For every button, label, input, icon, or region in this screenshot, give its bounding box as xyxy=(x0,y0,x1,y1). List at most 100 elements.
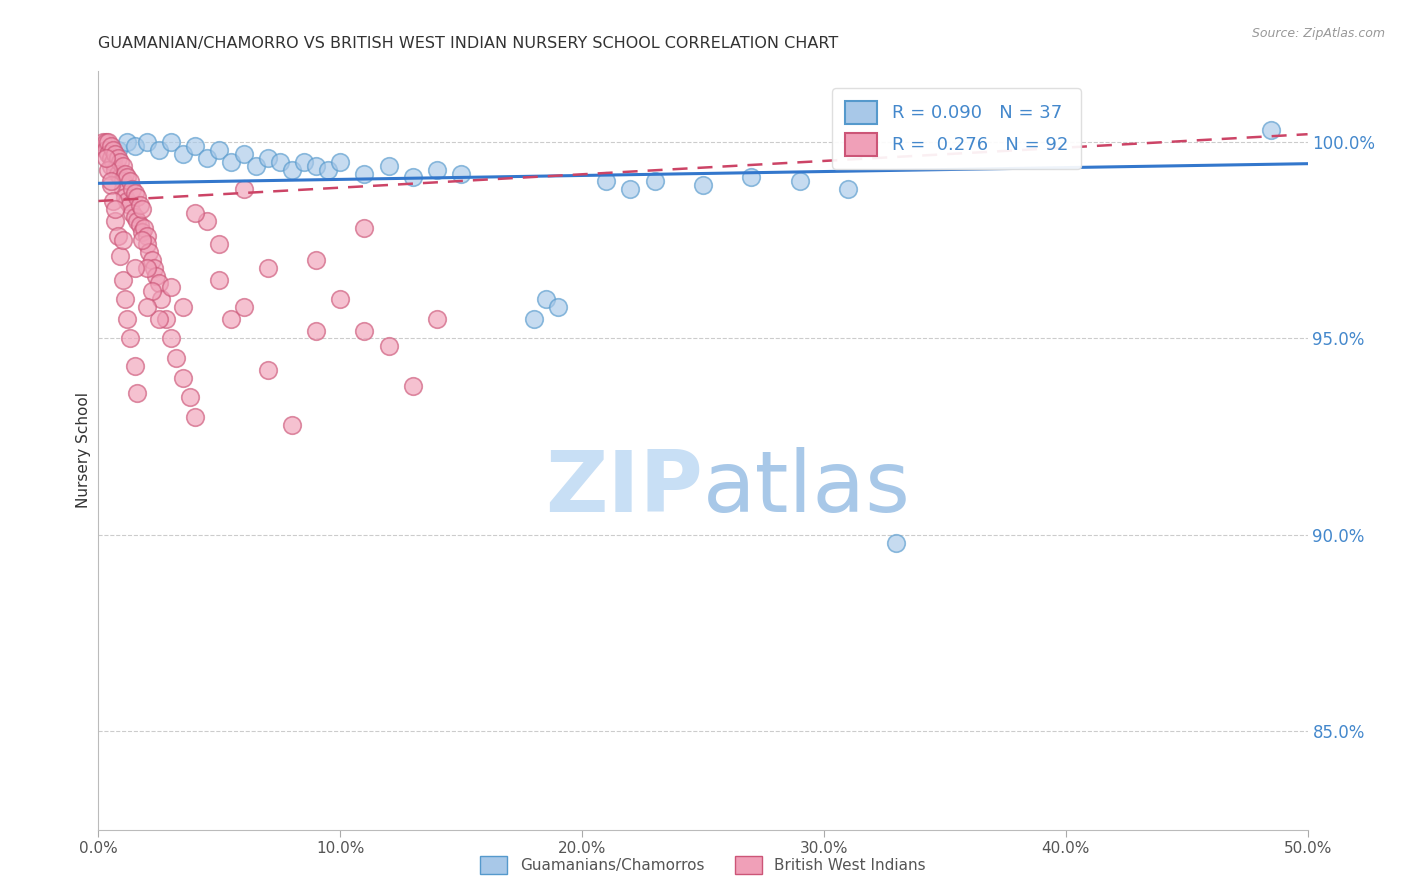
Point xyxy=(101,143,124,157)
Point xyxy=(148,311,170,326)
Text: ZIP: ZIP xyxy=(546,447,703,530)
Point xyxy=(184,206,207,220)
Point xyxy=(221,154,243,169)
Point xyxy=(104,202,127,216)
Point xyxy=(256,363,278,377)
Point xyxy=(97,135,120,149)
Point xyxy=(256,260,278,275)
Point xyxy=(107,167,129,181)
Point xyxy=(377,159,399,173)
Point xyxy=(97,162,120,177)
Point xyxy=(305,324,328,338)
Point xyxy=(145,268,167,283)
Point xyxy=(148,143,170,157)
Point xyxy=(281,417,304,432)
Point xyxy=(740,170,762,185)
Point xyxy=(111,233,134,247)
Point xyxy=(141,252,163,267)
Point xyxy=(789,174,811,188)
Point xyxy=(353,221,375,235)
Point xyxy=(160,135,183,149)
Point xyxy=(692,178,714,193)
Point xyxy=(135,135,157,149)
Point xyxy=(232,300,254,314)
Point xyxy=(305,159,328,173)
Point xyxy=(184,139,207,153)
Point xyxy=(135,229,157,244)
Point xyxy=(135,260,157,275)
Point xyxy=(108,249,131,263)
Point xyxy=(117,135,139,149)
Point xyxy=(245,159,267,173)
Point xyxy=(114,292,136,306)
Point xyxy=(165,351,187,366)
Text: Source: ZipAtlas.com: Source: ZipAtlas.com xyxy=(1251,27,1385,40)
Point xyxy=(292,154,315,169)
Point xyxy=(221,311,243,326)
Point xyxy=(619,182,641,196)
Point xyxy=(184,410,207,425)
Point xyxy=(100,139,122,153)
Point xyxy=(111,182,134,196)
Point xyxy=(108,170,131,185)
Point xyxy=(135,237,157,252)
Point xyxy=(534,292,557,306)
Point xyxy=(127,213,149,227)
Point xyxy=(94,143,117,157)
Point xyxy=(111,174,134,188)
Point xyxy=(114,190,136,204)
Point xyxy=(107,229,129,244)
Point xyxy=(232,182,254,196)
Point xyxy=(547,300,569,314)
Point xyxy=(100,159,122,173)
Point xyxy=(100,174,122,188)
Point xyxy=(837,182,859,196)
Point xyxy=(377,339,399,353)
Point xyxy=(886,535,908,549)
Point xyxy=(195,213,218,227)
Point xyxy=(100,178,122,193)
Point xyxy=(107,143,129,157)
Point xyxy=(128,218,150,232)
Point xyxy=(305,252,328,267)
Point xyxy=(104,162,127,177)
Point xyxy=(143,260,166,275)
Point xyxy=(208,237,231,252)
Point xyxy=(101,154,124,169)
Point xyxy=(131,202,153,216)
Point xyxy=(523,311,546,326)
Point xyxy=(127,190,149,204)
Point xyxy=(402,170,425,185)
Point xyxy=(107,151,129,165)
Point xyxy=(117,194,139,208)
Point xyxy=(117,170,139,185)
Point xyxy=(138,245,160,260)
Point xyxy=(135,300,157,314)
Point xyxy=(111,159,134,173)
Point xyxy=(131,226,153,240)
Point xyxy=(450,167,472,181)
Point xyxy=(124,210,146,224)
Point xyxy=(121,206,143,220)
Point xyxy=(160,280,183,294)
Point xyxy=(118,198,141,212)
Point xyxy=(118,174,141,188)
Text: GUAMANIAN/CHAMORRO VS BRITISH WEST INDIAN NURSERY SCHOOL CORRELATION CHART: GUAMANIAN/CHAMORRO VS BRITISH WEST INDIA… xyxy=(98,36,838,51)
Point xyxy=(148,277,170,291)
Point xyxy=(100,151,122,165)
Point xyxy=(426,311,449,326)
Point xyxy=(353,324,375,338)
Legend: R = 0.090   N = 37, R =  0.276   N = 92: R = 0.090 N = 37, R = 0.276 N = 92 xyxy=(832,88,1081,169)
Point xyxy=(117,311,139,326)
Text: atlas: atlas xyxy=(703,447,911,530)
Point xyxy=(104,146,127,161)
Point xyxy=(172,300,194,314)
Point xyxy=(179,391,201,405)
Point xyxy=(94,135,117,149)
Point xyxy=(118,331,141,345)
Y-axis label: Nursery School: Nursery School xyxy=(76,392,91,508)
Point xyxy=(127,386,149,401)
Point xyxy=(256,151,278,165)
Point xyxy=(316,162,339,177)
Point xyxy=(269,154,291,169)
